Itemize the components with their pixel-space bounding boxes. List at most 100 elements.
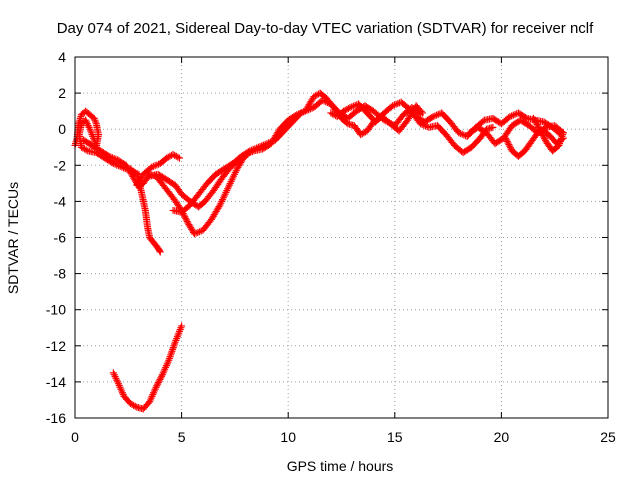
data-point [458, 130, 466, 138]
gridlines [75, 57, 608, 418]
data-point [256, 143, 264, 151]
y-tick-label: -12 [46, 338, 66, 354]
data-point [508, 112, 516, 120]
data-point [433, 111, 441, 119]
series-sat-j [502, 127, 567, 160]
series-sat-e [146, 150, 252, 211]
data-point [192, 229, 200, 237]
data-point [182, 216, 190, 224]
data-point [131, 402, 139, 410]
data-point [148, 163, 156, 171]
y-tick-label: -2 [54, 157, 67, 173]
data-point [265, 139, 273, 147]
data-point [503, 137, 511, 145]
data-point [182, 214, 190, 222]
y-tick-label: 4 [58, 49, 66, 65]
series-sat-l [465, 116, 567, 148]
data-point [109, 159, 117, 167]
data-point [149, 162, 157, 170]
data-point [153, 382, 161, 390]
data-point [509, 111, 517, 119]
series-sat-m [301, 89, 427, 139]
data-point [455, 129, 463, 137]
x-tick-label: 25 [600, 429, 616, 445]
data-point [559, 129, 567, 137]
y-tick-label: -8 [54, 266, 67, 282]
data-point [110, 154, 118, 162]
data-point [254, 143, 262, 151]
x-tick-label: 5 [178, 429, 186, 445]
y-tick-label: 2 [58, 85, 66, 101]
data-point [417, 108, 425, 116]
data-point [172, 152, 180, 160]
data-point [153, 161, 161, 169]
chart-title: Day 074 of 2021, Sidereal Day-to-day VTE… [57, 20, 594, 37]
data-point [506, 142, 514, 150]
data-point [152, 383, 160, 391]
data-point [111, 160, 119, 168]
data-point [428, 113, 436, 121]
data-point [151, 162, 159, 170]
data-point [539, 132, 547, 140]
data-point [248, 146, 256, 154]
data-point [104, 151, 112, 159]
series-sat-i [412, 109, 565, 140]
data-point [82, 146, 90, 154]
series-sat-d [133, 150, 183, 189]
data-point [246, 147, 254, 155]
data-point [268, 137, 276, 145]
data-point [158, 372, 166, 380]
y-tick-label: -14 [46, 374, 66, 390]
data-point [194, 228, 202, 236]
data-point [253, 144, 261, 152]
data-point [419, 109, 427, 117]
data-point [506, 144, 514, 152]
x-axis-label: GPS time / hours [287, 458, 394, 474]
data-point [479, 117, 487, 125]
x-tick-label: 20 [494, 429, 510, 445]
data-point [112, 155, 120, 163]
y-tick-label: -10 [46, 302, 66, 318]
y-tick-label: -4 [54, 193, 67, 209]
data-point [156, 375, 164, 383]
data-point [174, 153, 182, 161]
y-tick-label: 0 [58, 121, 66, 137]
data-point [390, 101, 398, 109]
data-point [541, 135, 549, 143]
data-point [107, 153, 115, 161]
data-point [522, 113, 530, 121]
data-point [296, 110, 304, 118]
data-point [196, 228, 204, 236]
data-point [156, 248, 164, 256]
data-point [344, 104, 352, 112]
data-point [244, 148, 252, 156]
data-point [175, 154, 183, 162]
data-point [190, 230, 198, 238]
y-tick-label: -16 [46, 410, 66, 426]
data-point [183, 217, 191, 225]
data-point [113, 161, 121, 169]
data-point [266, 138, 274, 146]
data-point [181, 213, 189, 221]
data-point [346, 104, 354, 112]
data-point [506, 113, 514, 121]
x-axis-ticks: 0 5 10 15 20 25 [71, 57, 616, 445]
data-point [348, 103, 356, 111]
x-tick-label: 0 [71, 429, 79, 445]
data-point [429, 113, 437, 121]
data-point [261, 140, 269, 148]
data-point [431, 112, 439, 120]
x-tick-label: 15 [387, 429, 403, 445]
data-point [249, 145, 257, 153]
data-point [489, 123, 497, 131]
data-point [251, 145, 259, 153]
data-point [156, 247, 164, 255]
data-point [349, 102, 357, 110]
series-sat-c [126, 165, 164, 256]
data-point [105, 152, 113, 160]
data-point [258, 142, 266, 150]
data-point [392, 100, 400, 108]
y-tick-label: -6 [54, 230, 67, 246]
data-point [505, 141, 513, 149]
